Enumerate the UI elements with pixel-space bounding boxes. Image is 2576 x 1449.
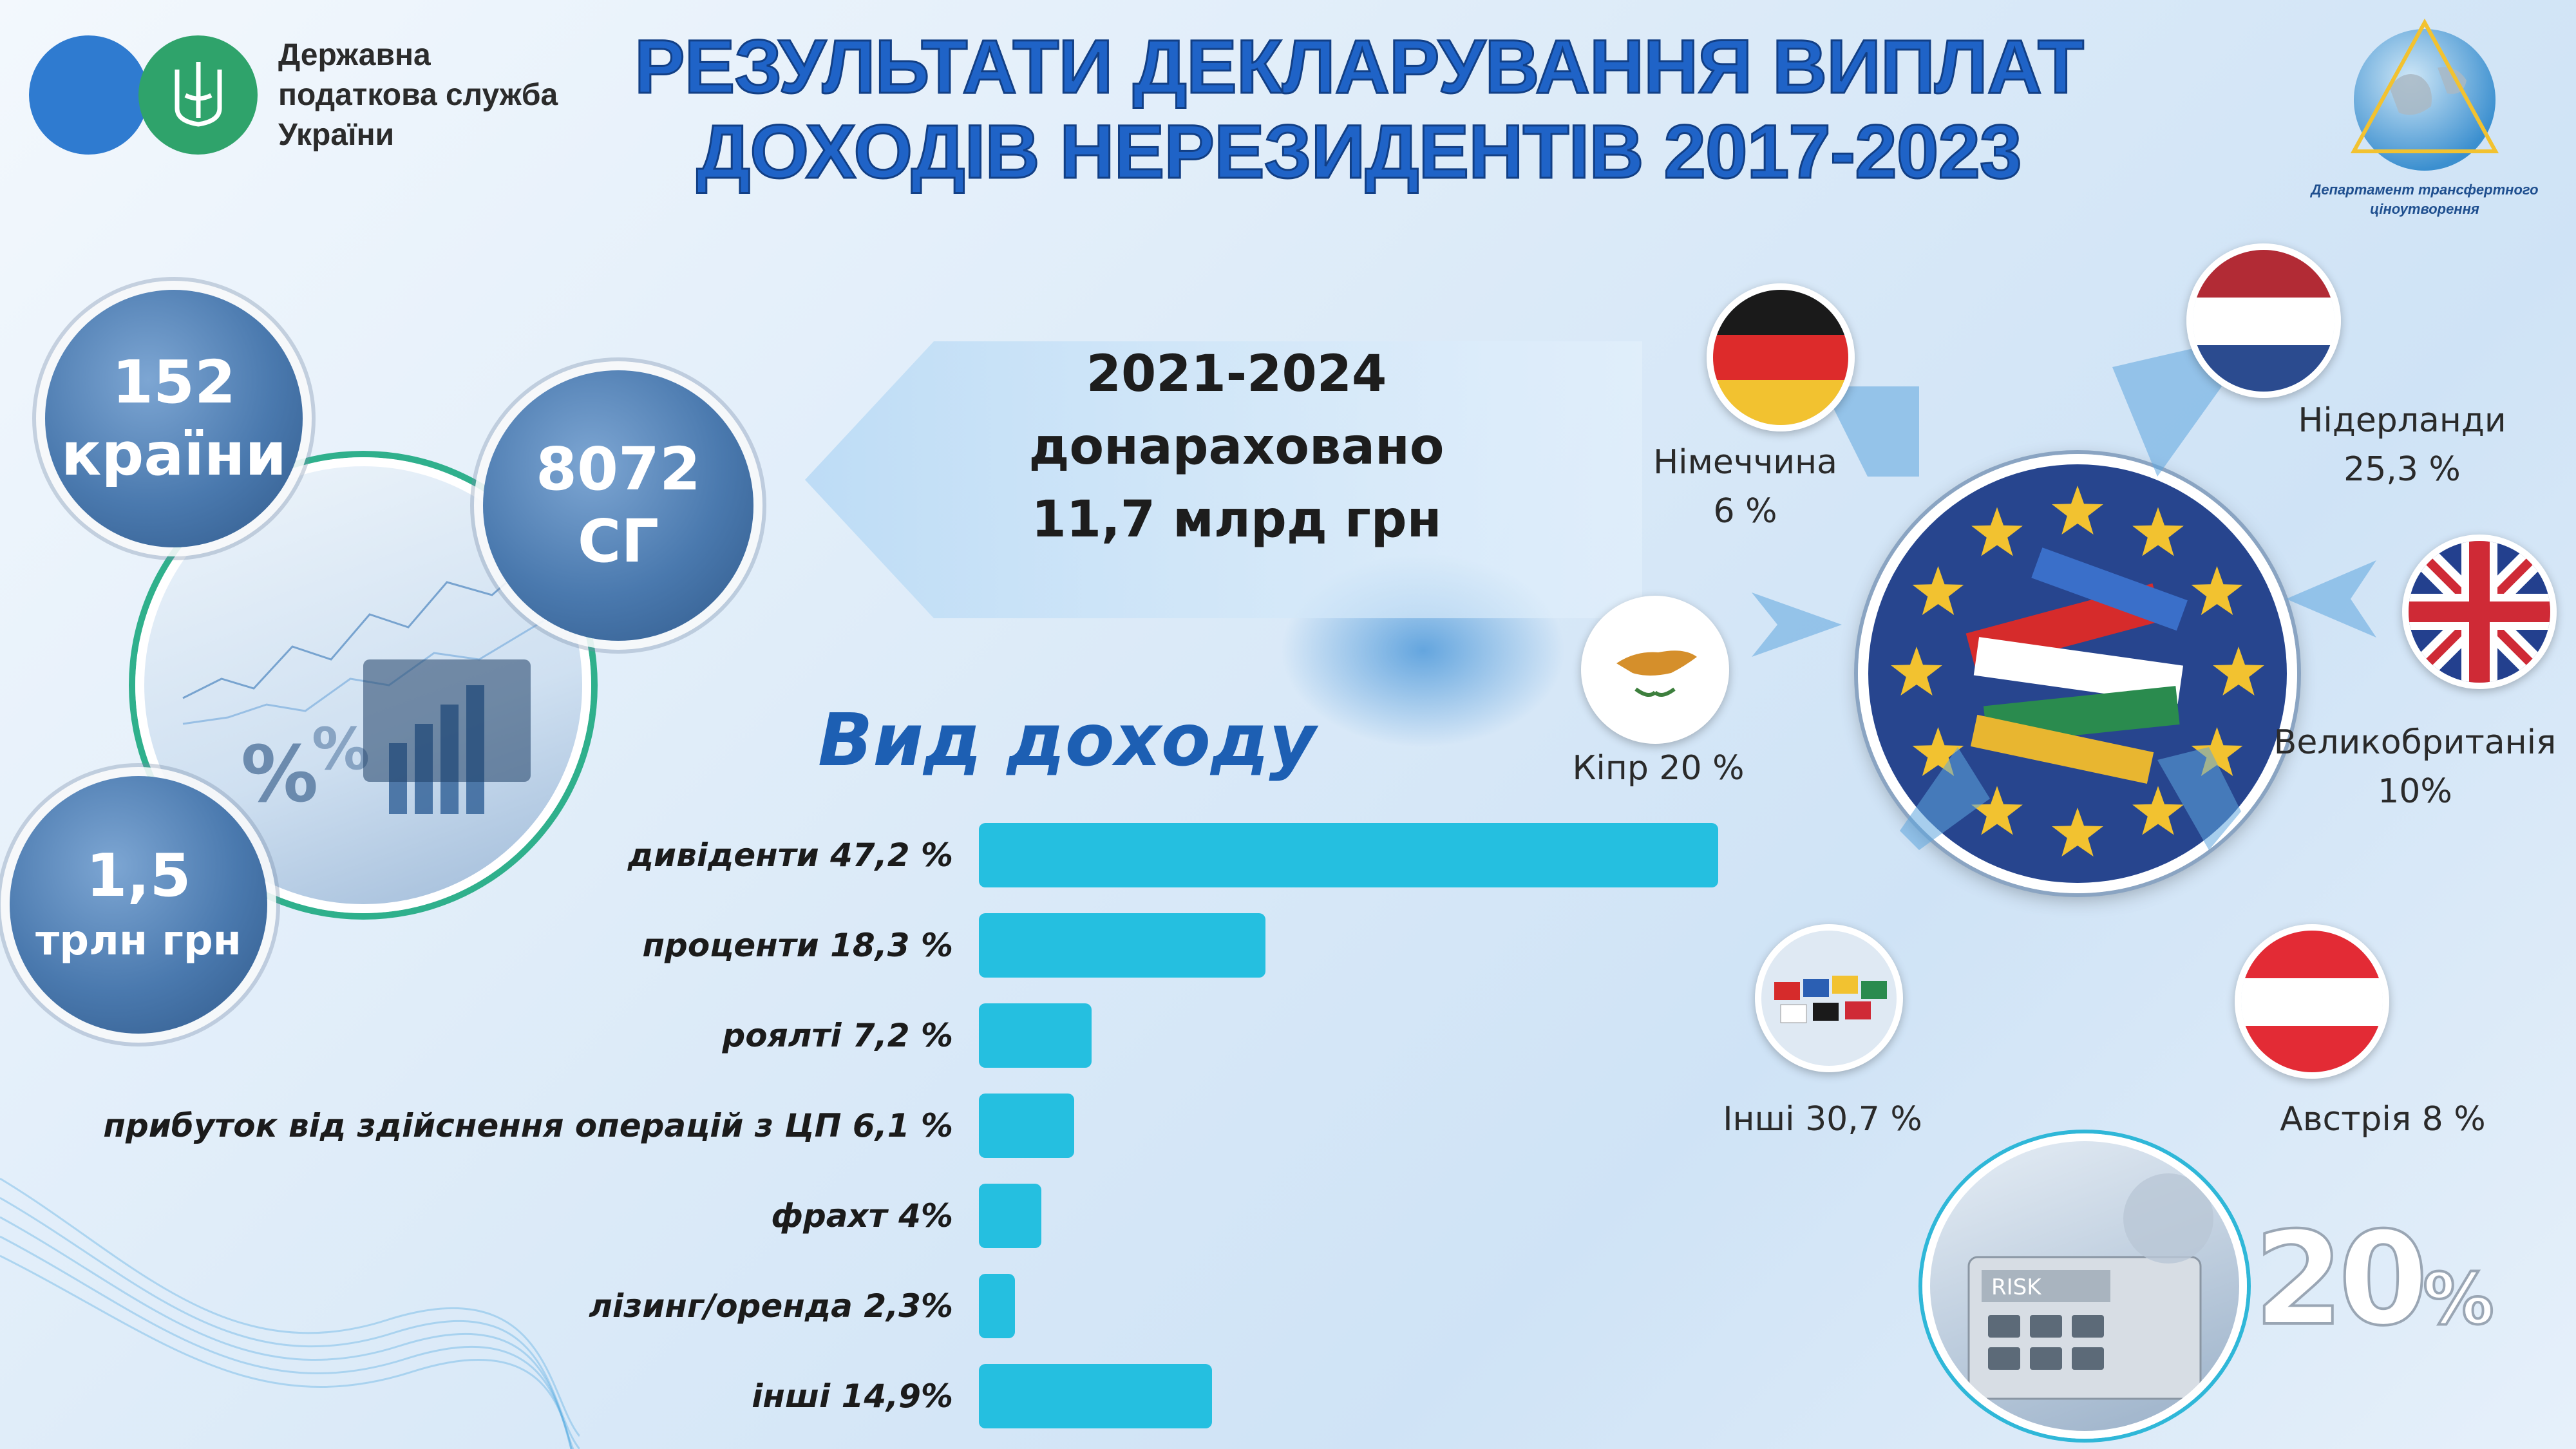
bar [979,1094,1074,1158]
stat-trln-label: трлн грн [35,917,242,965]
globe-emblem-icon [2350,18,2499,171]
stat-countries-label: країни [61,420,287,489]
dept-name: Департамент трансфертного ціноутворення [2311,182,2539,217]
eu-star [2191,727,2243,776]
eu-star [2191,566,2243,615]
country-uk: Великобританія 10% [2254,718,2576,816]
country-austria: Австрія 8 % [2190,1095,2576,1144]
country-uk-pct: 10% [2378,772,2452,811]
eu-star [2052,486,2103,535]
banner-amount: 11,7 млрд грн [1031,491,1442,549]
arrow-banner [805,341,1642,618]
germany-flag-icon [1707,283,1855,431]
country-others-label: Інші 30,7 % [1723,1100,1922,1139]
netherlands-flag-icon [2186,243,2341,398]
svg-text:%: % [241,730,318,820]
calculator-risk-illustration: RISK [1922,1133,2247,1439]
title-line-1: РЕЗУЛЬТАТИ ДЕКЛАРУВАННЯ ВИПЛАТ [633,24,2085,111]
svg-text:%: % [312,715,370,783]
country-cyprus: Кіпр 20 % [1449,744,1868,793]
bar [979,1364,1212,1428]
org-name: Державна податкова служба України [278,38,558,152]
stat-countries-value: 152 [111,348,236,417]
country-netherlands-label: Нідерланди [2298,401,2506,440]
stat-trln-value: 1,5 [86,841,191,910]
eu-star [1912,566,1964,615]
stat-trln: 1,5 трлн грн [10,776,267,1034]
bar [979,1274,1015,1338]
country-germany: Німеччина 6 % [1546,438,1945,536]
banner-caption: донараховано [1028,418,1444,476]
tax-service-logo-blue [29,35,148,155]
bar [979,1184,1041,1248]
chart-title: Вид доходу [818,699,1316,782]
country-germany-label: Німеччина [1653,443,1837,482]
country-cyprus-label: Кіпр 20 % [1572,749,1745,788]
eu-star [1971,786,2023,835]
bar [979,1003,1092,1068]
country-netherlands-pct: 25,3 % [2344,450,2461,489]
uk-flag-icon [2402,535,2557,689]
title-line-2: ДОХОДІВ НЕРЕЗИДЕНТІВ 2017-2023 [696,109,2023,196]
risk-label: RISK [1991,1274,2042,1300]
country-others: Інші 30,7 % [1636,1095,2009,1144]
page-title: РЕЗУЛЬТАТИ ДЕКЛАРУВАННЯ ВИПЛАТ ДОХОДІВ Н… [618,24,2099,196]
bar [979,823,1718,887]
hub-arrows [1752,348,2376,850]
eu-star [2213,647,2264,696]
background-waves [0,1177,580,1449]
country-austria-label: Австрія 8 % [2280,1100,2486,1139]
stat-sg: 8072 СГ [483,370,753,641]
stat-sg-value: 8072 [535,435,701,504]
tax-service-logo-green [138,35,258,155]
country-germany-pct: 6 % [1713,492,1777,531]
trident-icon [175,61,222,126]
bar [979,913,1265,978]
eu-star [1912,727,1964,776]
country-netherlands: Нідерланди 25,3 % [2235,396,2570,494]
eu-star [2132,786,2184,835]
eu-star [1891,647,1942,696]
eu-star [2132,507,2184,556]
country-uk-label: Великобританія [2273,723,2557,762]
percent-badge: 20% [2253,1203,2496,1356]
eu-star [1971,507,2023,556]
percent-badge-sign: % [2421,1256,2495,1341]
stat-countries: 152 країни [45,290,303,547]
finance-graph-icon: % % [182,549,544,820]
eu-star [2052,808,2103,857]
banner-period: 2021-2024 [1086,345,1387,403]
banner-text: 2021-2024 донараховано 11,7 млрд грн [972,338,1501,556]
stat-sg-label: СГ [577,507,659,576]
austria-flag-icon [2235,924,2389,1079]
world-flags-icon [1755,924,1903,1072]
cyprus-flag-icon [1581,596,1729,744]
percent-badge-value: 20 [2253,1203,2429,1356]
